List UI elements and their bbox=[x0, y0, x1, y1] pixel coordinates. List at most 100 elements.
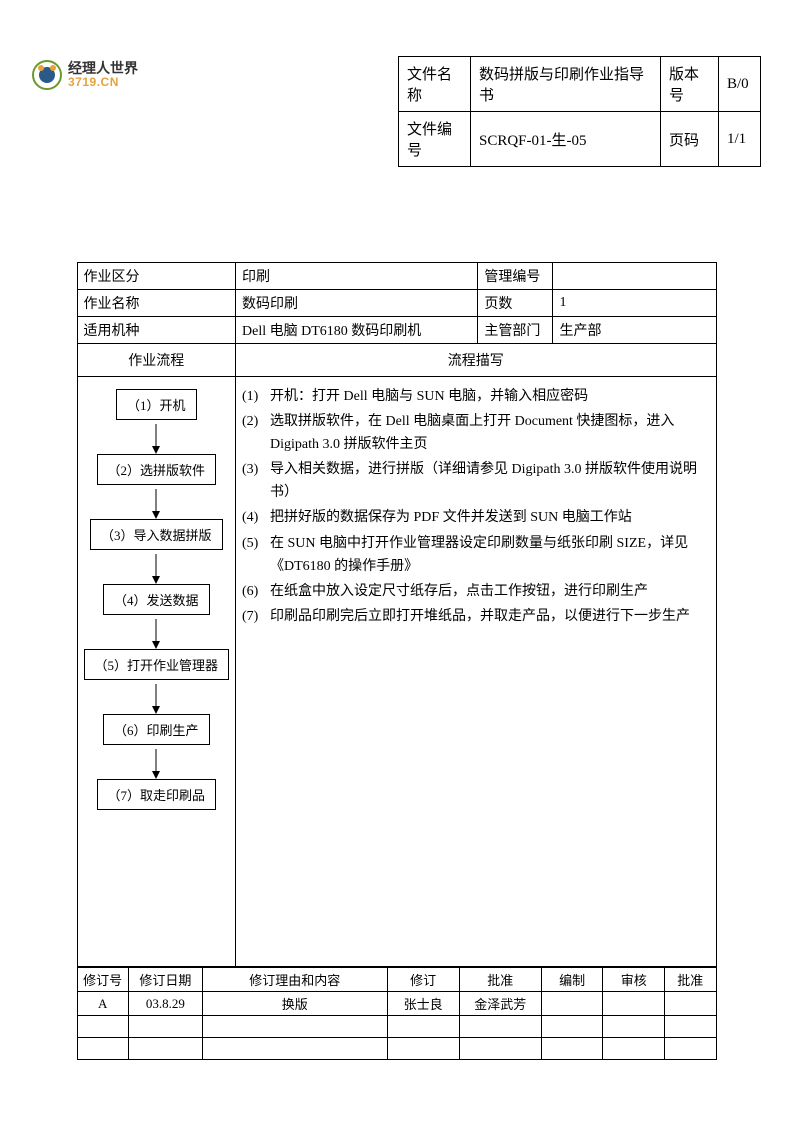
main-table: 作业区分 印刷 管理编号 作业名称 数码印刷 页数 1 适用机种 Dell 电脑… bbox=[77, 262, 717, 967]
desc-num: (4) bbox=[242, 506, 270, 529]
flow-step-6: （6）印刷生产 bbox=[103, 714, 210, 745]
table-row: A03.8.29换版张士良金泽武芳 bbox=[77, 992, 716, 1016]
flow-arrow-icon bbox=[156, 684, 157, 710]
work-area-label: 作业区分 bbox=[77, 263, 236, 290]
description-cell: (1)开机：打开 Dell 电脑与 SUN 电脑，并输入相应密码(2)选取拼版软… bbox=[236, 377, 716, 967]
work-area-value: 印刷 bbox=[236, 263, 478, 290]
desc-num: (6) bbox=[242, 580, 270, 603]
desc-item-2: (2)选取拼版软件，在 Dell 电脑桌面上打开 Document 快捷图标，进… bbox=[242, 410, 709, 456]
mgmt-no-label: 管理编号 bbox=[478, 263, 553, 290]
rev-cell bbox=[128, 1038, 202, 1060]
desc-text: 把拼好版的数据保存为 PDF 文件并发送到 SUN 电脑工作站 bbox=[270, 506, 709, 529]
rev-cell bbox=[603, 992, 665, 1016]
desc-num: (2) bbox=[242, 410, 270, 456]
desc-num: (7) bbox=[242, 605, 270, 628]
table-row bbox=[77, 1038, 716, 1060]
doc-name-value: 数码拼版与印刷作业指导书 bbox=[471, 57, 661, 112]
logo-en-text: 3719.CN bbox=[68, 76, 138, 89]
desc-item-6: (6)在纸盒中放入设定尺寸纸存后，点击工作按钮，进行印刷生产 bbox=[242, 580, 709, 603]
work-name-value: 数码印刷 bbox=[236, 290, 478, 317]
rev-h3: 修订理由和内容 bbox=[202, 968, 387, 992]
rev-cell bbox=[665, 1038, 716, 1060]
desc-text: 在 SUN 电脑中打开作业管理器设定印刷数量与纸张印刷 SIZE，详见《DT61… bbox=[270, 532, 709, 578]
version-label: 版本号 bbox=[661, 57, 719, 112]
rev-cell bbox=[202, 1038, 387, 1060]
machine-value: Dell 电脑 DT6180 数码印刷机 bbox=[236, 317, 478, 344]
flow-header-left: 作业流程 bbox=[77, 344, 236, 377]
rev-cell bbox=[665, 992, 716, 1016]
flow-arrow-icon bbox=[156, 489, 157, 515]
rev-h2: 修订日期 bbox=[128, 968, 202, 992]
desc-item-3: (3)导入相关数据，进行拼版（详细请参见 Digipath 3.0 拼版软件使用… bbox=[242, 458, 709, 504]
desc-text: 选取拼版软件，在 Dell 电脑桌面上打开 Document 快捷图标，进入 D… bbox=[270, 410, 709, 456]
desc-item-1: (1)开机：打开 Dell 电脑与 SUN 电脑，并输入相应密码 bbox=[242, 385, 709, 408]
rev-cell bbox=[665, 1016, 716, 1038]
rev-h5: 批准 bbox=[459, 968, 541, 992]
table-row bbox=[77, 1016, 716, 1038]
doc-code-value: SCRQF-01-生-05 bbox=[471, 112, 661, 167]
flow-step-1: （1）开机 bbox=[116, 389, 197, 420]
desc-num: (1) bbox=[242, 385, 270, 408]
rev-cell bbox=[387, 1038, 459, 1060]
rev-cell bbox=[202, 1016, 387, 1038]
rev-h6: 编制 bbox=[541, 968, 603, 992]
rev-cell: A bbox=[77, 992, 128, 1016]
desc-num: (3) bbox=[242, 458, 270, 504]
desc-text: 印刷品印刷完后立即打开堆纸品，并取走产品，以便进行下一步生产 bbox=[270, 605, 709, 628]
rev-cell bbox=[603, 1016, 665, 1038]
desc-item-7: (7)印刷品印刷完后立即打开堆纸品，并取走产品，以便进行下一步生产 bbox=[242, 605, 709, 628]
desc-text: 开机：打开 Dell 电脑与 SUN 电脑，并输入相应密码 bbox=[270, 385, 709, 408]
rev-h8: 批准 bbox=[665, 968, 716, 992]
flow-arrow-icon bbox=[156, 749, 157, 775]
flowchart-cell: （1）开机 （2）选拼版软件 （3）导入数据拼版 （4）发送数据 （5）打开作业管理器 （… bbox=[77, 377, 236, 967]
mgmt-no-value bbox=[553, 263, 716, 290]
rev-cell bbox=[459, 1038, 541, 1060]
flow-step-2: （2）选拼版软件 bbox=[97, 454, 217, 485]
rev-cell bbox=[541, 1016, 603, 1038]
dept-label: 主管部门 bbox=[478, 317, 553, 344]
flow-step-5: （5）打开作业管理器 bbox=[84, 649, 230, 680]
rev-cell bbox=[541, 1038, 603, 1060]
desc-num: (5) bbox=[242, 532, 270, 578]
desc-item-4: (4)把拼好版的数据保存为 PDF 文件并发送到 SUN 电脑工作站 bbox=[242, 506, 709, 529]
desc-item-5: (5)在 SUN 电脑中打开作业管理器设定印刷数量与纸张印刷 SIZE，详见《D… bbox=[242, 532, 709, 578]
flow-header-right: 流程描写 bbox=[236, 344, 716, 377]
flow-step-7: （7）取走印刷品 bbox=[97, 779, 217, 810]
rev-h1: 修订号 bbox=[77, 968, 128, 992]
desc-text: 在纸盒中放入设定尺寸纸存后，点击工作按钮，进行印刷生产 bbox=[270, 580, 709, 603]
desc-text: 导入相关数据，进行拼版（详细请参见 Digipath 3.0 拼版软件使用说明书… bbox=[270, 458, 709, 504]
work-name-label: 作业名称 bbox=[77, 290, 236, 317]
rev-cell: 金泽武芳 bbox=[459, 992, 541, 1016]
dept-value: 生产部 bbox=[553, 317, 716, 344]
rev-cell bbox=[128, 1016, 202, 1038]
pages-label: 页数 bbox=[478, 290, 553, 317]
rev-cell bbox=[387, 1016, 459, 1038]
pages-value: 1 bbox=[553, 290, 716, 317]
logo: 经理人世界 3719.CN bbox=[32, 56, 212, 90]
machine-label: 适用机种 bbox=[77, 317, 236, 344]
rev-h7: 审核 bbox=[603, 968, 665, 992]
flow-step-4: （4）发送数据 bbox=[103, 584, 210, 615]
flow-arrow-icon bbox=[156, 554, 157, 580]
flow-step-3: （3）导入数据拼版 bbox=[90, 519, 223, 550]
flow-arrow-icon bbox=[156, 619, 157, 645]
rev-cell bbox=[77, 1038, 128, 1060]
version-value: B/0 bbox=[719, 57, 761, 112]
rev-cell bbox=[603, 1038, 665, 1060]
logo-cn-text: 经理人世界 bbox=[68, 61, 138, 76]
rev-cell: 张士良 bbox=[387, 992, 459, 1016]
rev-cell: 03.8.29 bbox=[128, 992, 202, 1016]
rev-cell: 换版 bbox=[202, 992, 387, 1016]
rev-cell bbox=[77, 1016, 128, 1038]
page-value: 1/1 bbox=[719, 112, 761, 167]
page-label: 页码 bbox=[661, 112, 719, 167]
rev-cell bbox=[459, 1016, 541, 1038]
flow-arrow-icon bbox=[156, 424, 157, 450]
rev-cell bbox=[541, 992, 603, 1016]
rev-h4: 修订 bbox=[387, 968, 459, 992]
doc-name-label: 文件名称 bbox=[399, 57, 471, 112]
doc-code-label: 文件编号 bbox=[399, 112, 471, 167]
logo-icon bbox=[32, 60, 62, 90]
revision-table: 修订号 修订日期 修订理由和内容 修订 批准 编制 审核 批准 A03.8.29… bbox=[77, 967, 717, 1060]
doc-info-table: 文件名称 数码拼版与印刷作业指导书 版本号 B/0 文件编号 SCRQF-01-… bbox=[398, 56, 761, 167]
